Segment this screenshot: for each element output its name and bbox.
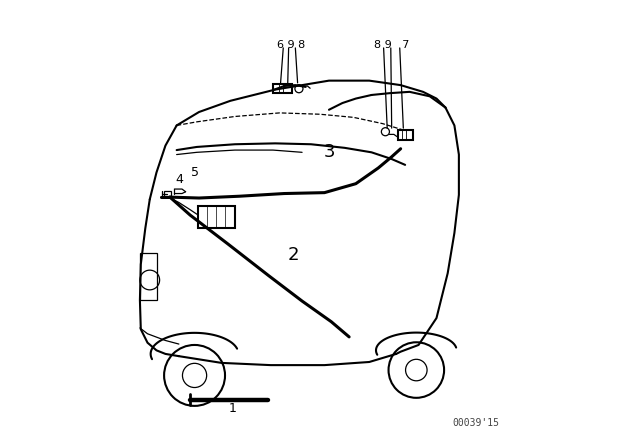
FancyBboxPatch shape	[198, 206, 235, 228]
Text: 3: 3	[323, 143, 335, 161]
Text: 00039'15: 00039'15	[452, 418, 499, 428]
Text: 6 9 8: 6 9 8	[276, 40, 305, 50]
Text: 8 9   7: 8 9 7	[374, 40, 410, 50]
Text: 1: 1	[228, 402, 237, 415]
Text: 4: 4	[175, 172, 183, 186]
Text: 2: 2	[287, 246, 299, 264]
Text: 5: 5	[191, 166, 198, 179]
